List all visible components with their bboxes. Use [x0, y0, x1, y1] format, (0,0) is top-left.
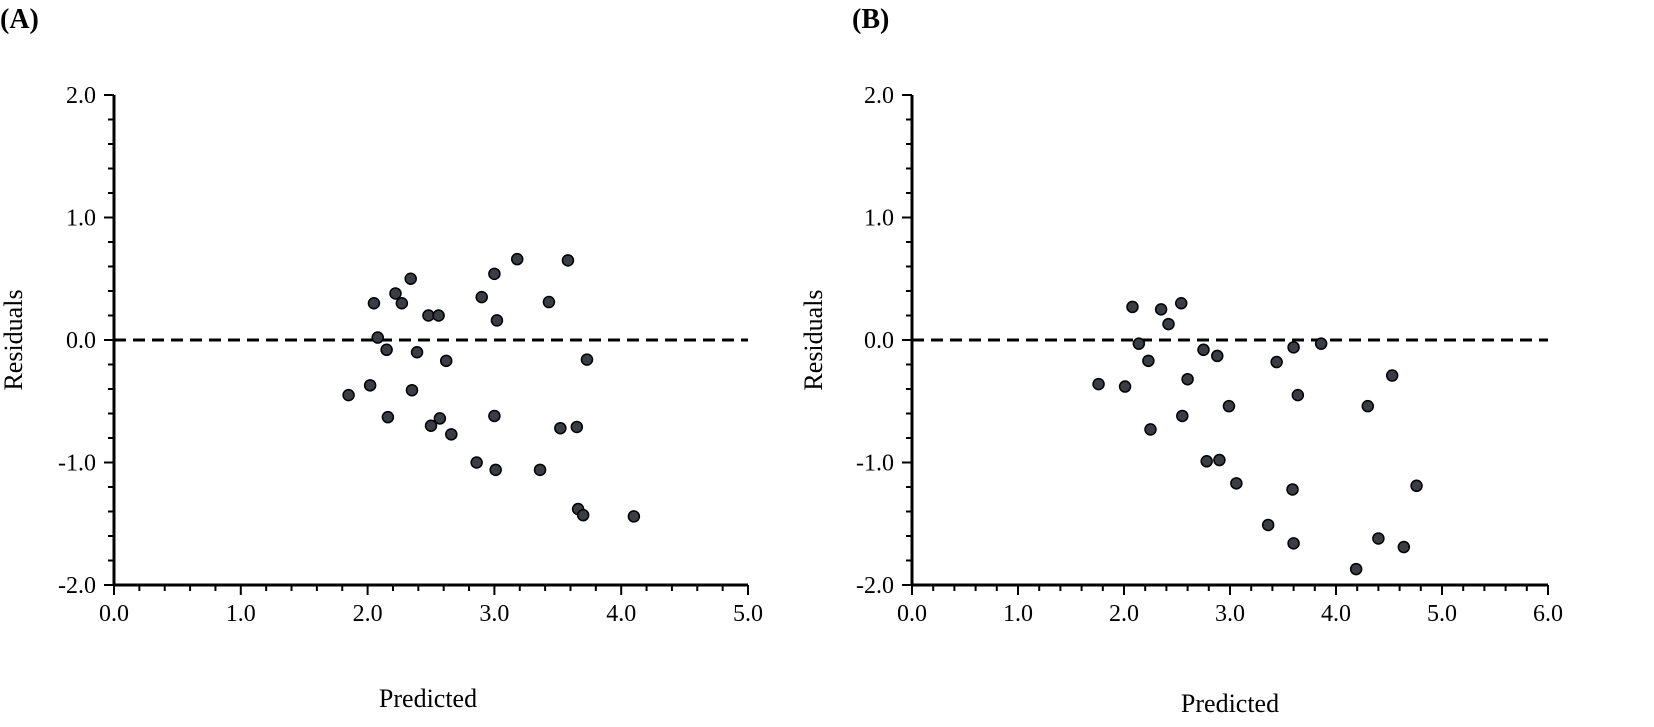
panel-a-data-point	[371, 331, 384, 344]
panel-a-x-axis-title: Predicted	[379, 684, 477, 713]
panel-a-data-point	[439, 354, 453, 368]
panel-b-y-tick-label: -2.0	[856, 573, 894, 599]
panel-b-x-tick-label: 5.0	[1427, 601, 1457, 627]
panel-b-data-point	[1174, 297, 1188, 310]
panel-a-y-tick-label: 0.0	[66, 328, 96, 354]
panel-a-data-point	[363, 379, 377, 392]
panel-a-data-point	[389, 287, 402, 300]
panel-b-y-axis-title: Residuals	[799, 289, 828, 390]
panel-a-y-tick-label: -2.0	[58, 573, 96, 599]
panel-a-x-tick-label: 1.0	[226, 601, 256, 627]
panel-b-data-point	[1181, 372, 1194, 386]
panel-a-data-point	[488, 267, 501, 281]
panel-b-label: (B)	[852, 4, 889, 35]
panel-b-data-point	[1154, 303, 1168, 316]
panel-a-data-point	[542, 295, 556, 309]
panel-a-data-point	[380, 343, 393, 357]
panel-a-data-point	[433, 412, 447, 425]
panel-a-y-tick-label: 2.0	[66, 83, 96, 109]
panel-b-data-point	[1286, 483, 1299, 496]
panel-b-data-point	[1092, 377, 1105, 391]
panel-b-x-axis-title: Predicted	[1181, 689, 1279, 718]
panel-a-data-point	[561, 254, 575, 267]
panel-b-y-tick-label: 1.0	[864, 206, 894, 232]
panel-b-y-tick-label: -1.0	[856, 451, 894, 477]
panel-b-y-tick-label: 2.0	[864, 83, 894, 109]
panel-a-data-point	[470, 456, 483, 469]
panel-a-data-point	[533, 463, 547, 477]
panel-a-data-point	[424, 419, 438, 432]
panel-a-data-point	[432, 309, 445, 322]
panel-b-x-tick-label: 1.0	[1003, 601, 1033, 627]
panel-a-x-tick-label: 3.0	[479, 601, 509, 627]
panel-b-data-point	[1361, 399, 1375, 413]
panel-b-data-point	[1372, 532, 1385, 545]
panel-a-data-point	[488, 409, 501, 423]
panel-a-data-point	[475, 290, 488, 304]
panel-a-data-point	[404, 272, 417, 285]
panel-b-x-tick-label: 4.0	[1321, 601, 1351, 627]
panel-a-data-point	[367, 297, 381, 310]
panel-b-data-point	[1270, 355, 1283, 369]
panel-b-data-point	[1162, 317, 1175, 331]
panel-b-data-point	[1211, 349, 1224, 363]
panel-a-x-tick-label: 2.0	[353, 601, 383, 627]
panel-b-data-point	[1176, 409, 1189, 423]
panel-b-data-point	[1410, 479, 1423, 493]
panel-a-data-point	[554, 421, 567, 435]
panel-b-data-point	[1222, 399, 1236, 413]
panel-a-x-tick-label: 5.0	[733, 601, 763, 627]
panel-b-data-point	[1200, 455, 1213, 468]
panel-a-data-point	[405, 383, 419, 397]
panel-b-x-tick-label: 2.0	[1109, 601, 1139, 627]
panel-b-data-point	[1230, 477, 1243, 490]
panel-b-data-point	[1385, 369, 1399, 382]
panel-a-data-point	[445, 428, 458, 441]
panel-b-data-point	[1118, 380, 1132, 393]
panel-a-data-point	[381, 410, 395, 424]
panel-b-data-point	[1197, 343, 1210, 357]
panel-b-x-tick-label: 6.0	[1533, 601, 1563, 627]
panel-a-x-tick-label: 4.0	[606, 601, 636, 627]
panel-b-data-point	[1142, 354, 1155, 368]
panel-b-data-point	[1126, 300, 1139, 314]
panel-a-data-point	[627, 510, 641, 523]
panel-b-data-point	[1132, 337, 1146, 350]
panel-b-x-tick-label: 0.0	[897, 601, 927, 627]
panel-b-x-tick-label: 3.0	[1215, 601, 1245, 627]
panel-b: (B) 0.0 1.0 2.0 3.0 4.0 5.0 6.0 -2.0 -1.0 0.0 1.0 2…	[799, 4, 1563, 718]
panel-b-data-point	[1287, 537, 1300, 550]
panel-a-data-point	[342, 388, 355, 402]
panel-a-data-point	[510, 252, 524, 266]
panel-b-y-tick-label: 0.0	[864, 328, 894, 354]
panel-b-data-point	[1261, 518, 1275, 532]
panel-b-data-point	[1314, 337, 1328, 350]
panel-a-x-tick-label: 0.0	[99, 601, 129, 627]
panel-b-data-point	[1397, 540, 1411, 554]
panel-a-data-point	[395, 297, 409, 310]
panel-b-data-point	[1349, 562, 1363, 576]
panel-a-y-tick-label: -1.0	[58, 451, 96, 477]
panel-a-data-point	[490, 314, 504, 327]
panel-a-data-point	[422, 309, 435, 322]
panel-a-label: (A)	[0, 4, 39, 35]
panel-a-data-point	[410, 346, 424, 359]
panel-a-y-axis-title: Residuals	[0, 289, 28, 390]
panel-a-data-point	[489, 463, 502, 477]
panel-a: (A) 0.0 1.0 2.0 3.0 4.0 5.0-2.0-1.00.01.02.0 …	[0, 4, 763, 713]
panel-a-data-point	[580, 353, 594, 366]
panel-a-data-point	[576, 508, 590, 522]
panel-a-data-point	[570, 420, 584, 434]
panel-b-data-point	[1144, 423, 1157, 436]
panel-b-data-point	[1291, 388, 1305, 402]
panel-a-y-tick-label: 1.0	[66, 206, 96, 232]
panel-b-data-point	[1287, 341, 1300, 354]
panel-b-data-point	[1213, 453, 1226, 467]
